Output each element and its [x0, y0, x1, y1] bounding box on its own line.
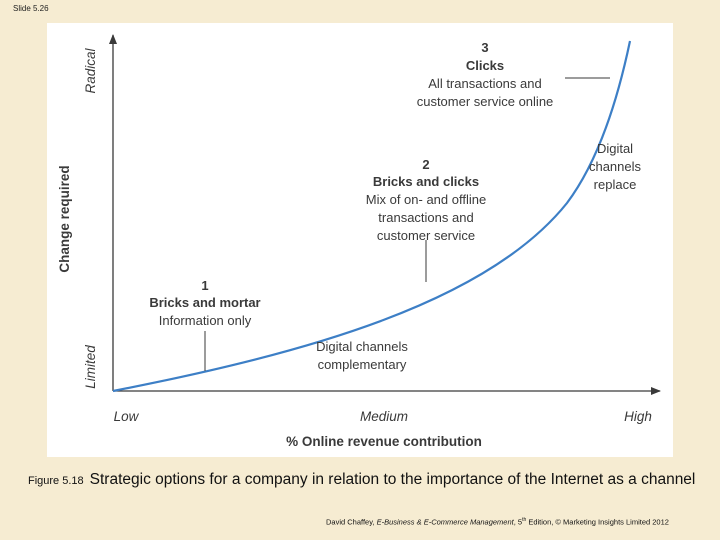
strategy-curve [112, 40, 632, 393]
figure-caption: Figure 5.18 Strategic options for a compa… [28, 470, 698, 491]
x-axis-high-label: High [624, 409, 652, 424]
credit-edition-suffix: th [522, 517, 527, 523]
stage-title: Bricks and mortar [149, 295, 260, 310]
y-axis-high-label: Radical [83, 47, 98, 93]
complementary-annotation: Digital channels complementary [316, 339, 408, 372]
x-axis-mid-label: Medium [360, 409, 408, 424]
stage-2-label: 2 Bricks and clicks Mix of on- and offli… [366, 157, 486, 243]
stage-3-label: 3 Clicks All transactions and customer s… [417, 40, 554, 109]
figure-caption-text: Strategic options for a company in relat… [89, 471, 696, 488]
replace-annotation: Digital channels replace [589, 141, 642, 192]
slide-number: Slide 5.26 [13, 4, 49, 13]
annotation-line: Digital channels [316, 339, 408, 354]
figure-panel: Change required Radical Limited Low Medi… [47, 23, 673, 457]
stage-number: 3 [481, 40, 488, 55]
figure-label: Figure 5.18 [28, 475, 84, 487]
annotation-line: channels [589, 159, 642, 174]
stage-title: Clicks [466, 58, 504, 73]
y-axis-low-label: Limited [83, 345, 98, 389]
stage-description-line: customer service online [417, 94, 554, 109]
stage-title: Bricks and clicks [373, 174, 479, 189]
credit-edition: , 5 [513, 517, 523, 527]
stage-description-line: Mix of on- and offline [366, 192, 486, 207]
source-credit: David Chaffey, E-Business & E-Commerce M… [326, 517, 669, 527]
stage-number: 1 [201, 278, 208, 293]
stage-description-line: All transactions and [428, 76, 541, 91]
x-axis-low-label: Low [114, 409, 140, 424]
annotation-line: Digital [597, 141, 633, 156]
credit-rest: Edition, © Marketing Insights Limited 20… [526, 517, 669, 527]
stage-1-label: 1 Bricks and mortar Information only [149, 278, 260, 328]
stage-description-line: Information only [159, 313, 252, 328]
credit-author: David Chaffey, [326, 517, 377, 527]
credit-book-title: E-Business & E-Commerce Management [376, 517, 514, 527]
strategy-diagram: Change required Radical Limited Low Medi… [57, 34, 661, 449]
stage-description-line: transactions and [378, 210, 473, 225]
x-axis-title: % Online revenue contribution [286, 434, 482, 449]
stage-description-line: customer service [377, 228, 475, 243]
stage-number: 2 [422, 157, 429, 172]
annotation-line: replace [594, 177, 637, 192]
annotation-line: complementary [318, 357, 407, 372]
y-axis-title: Change required [57, 165, 72, 272]
